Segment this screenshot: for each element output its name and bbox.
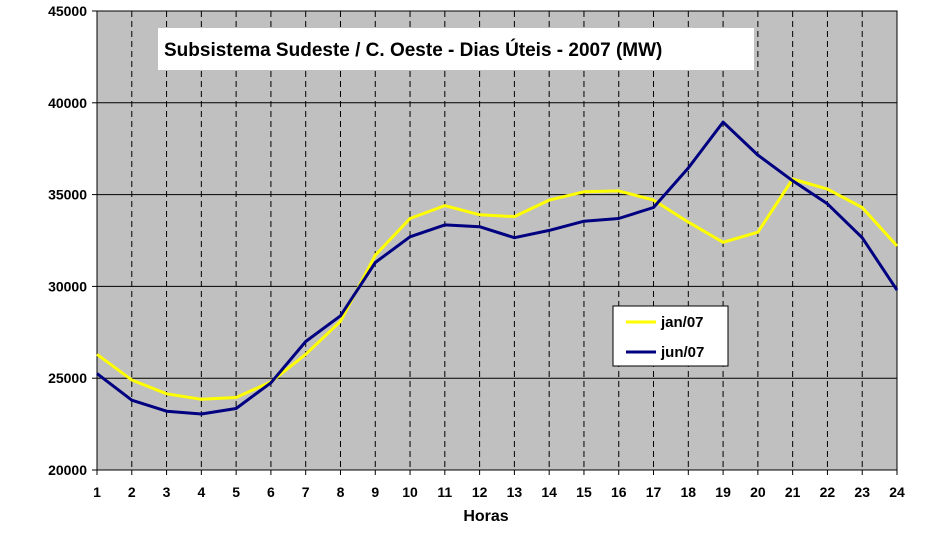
legend-label-jun-07: jun/07 — [660, 344, 704, 361]
x-tick-label: 2 — [128, 484, 136, 500]
y-axis-ticks: 20000 25000 30000 35000 40000 45000 — [48, 3, 97, 478]
x-tick-label: 21 — [785, 484, 801, 500]
legend: jan/07 jun/07 — [612, 305, 729, 367]
x-tick-label: 19 — [715, 484, 731, 500]
x-tick-label: 5 — [232, 484, 240, 500]
x-tick-label: 3 — [163, 484, 171, 500]
title-box — [158, 28, 754, 70]
x-tick-label: 22 — [820, 484, 836, 500]
y-tick-label: 25000 — [48, 370, 87, 386]
y-tick-label: 45000 — [48, 3, 87, 19]
plot-border — [96, 10, 898, 471]
x-tick-label: 11 — [437, 484, 452, 500]
legend-box — [612, 305, 729, 367]
y-tick-label: 35000 — [48, 187, 87, 203]
x-tick-label: 16 — [611, 484, 627, 500]
x-tick-label: 15 — [576, 484, 592, 500]
x-tick-label: 10 — [402, 484, 418, 500]
chart-title: Subsistema Sudeste / C. Oeste - Dias Úte… — [164, 39, 662, 61]
y-tick-label: 30000 — [48, 278, 87, 294]
x-tick-label: 4 — [197, 484, 205, 500]
series-lines — [96, 120, 899, 416]
x-tick-label: 9 — [371, 484, 379, 500]
x-tick-label: 7 — [302, 484, 310, 500]
y-tick-label: 20000 — [48, 462, 87, 478]
x-tick-label: 20 — [750, 484, 766, 500]
series-line-jun-07 — [96, 120, 899, 416]
x-tick-label: 6 — [267, 484, 275, 500]
x-tick-label: 18 — [681, 484, 697, 500]
x-tick-label: 24 — [889, 484, 905, 500]
x-axis-label: Horas — [463, 508, 508, 525]
x-tick-label: 1 — [93, 484, 101, 500]
x-tick-label: 12 — [472, 484, 488, 500]
plot-area — [97, 11, 897, 470]
vertical-gridlines — [131, 11, 863, 470]
series-line-jan-07 — [96, 177, 899, 401]
y-tick-label: 40000 — [48, 95, 87, 111]
x-tick-label: 14 — [541, 484, 557, 500]
x-tick-label: 17 — [646, 484, 662, 500]
x-axis-ticks: 1 2 3 4 5 6 7 8 9 10 11 12 13 14 15 16 17 18 19 20 21 22 23 24 — [93, 470, 905, 500]
legend-label-jan-07: jan/07 — [660, 314, 704, 331]
x-tick-label: 13 — [507, 484, 523, 500]
x-tick-label: 8 — [337, 484, 345, 500]
x-tick-label: 23 — [854, 484, 870, 500]
